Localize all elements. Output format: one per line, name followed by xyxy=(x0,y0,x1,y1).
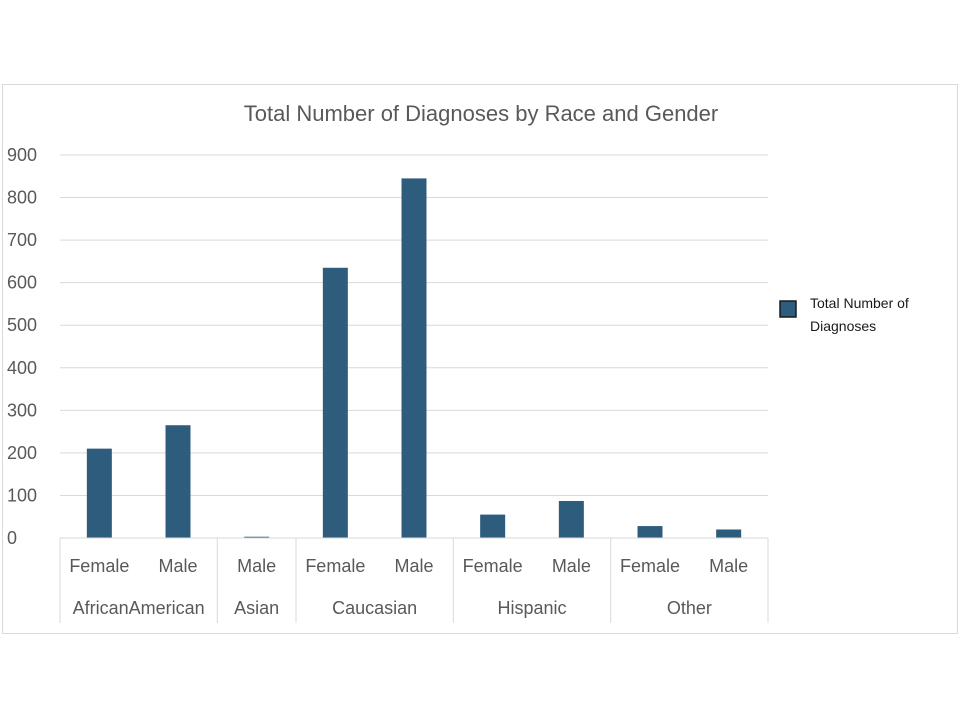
bar xyxy=(86,448,112,538)
legend: Total Number of Diagnoses xyxy=(779,295,909,334)
y-tick-label: 900 xyxy=(7,145,37,165)
bar xyxy=(558,500,584,538)
legend-label: Total Number of xyxy=(810,295,909,311)
legend-label-line2: Diagnoses xyxy=(810,318,876,334)
x-group-label: Hispanic xyxy=(497,598,566,618)
x-group-label: Asian xyxy=(234,598,279,618)
bar xyxy=(165,425,191,538)
x-tick-label: Female xyxy=(620,556,680,576)
x-tick-label: Female xyxy=(305,556,365,576)
bars xyxy=(86,178,742,538)
y-tick-label: 300 xyxy=(7,400,37,420)
x-tick-label: Male xyxy=(158,556,197,576)
x-axis: Female Male Male Female Male Female Male Female… xyxy=(59,537,769,623)
y-tick-label: 700 xyxy=(7,230,37,250)
y-tick-label: 0 xyxy=(7,528,17,548)
x-tick-label: Male xyxy=(237,556,276,576)
legend-swatch xyxy=(779,300,797,318)
chart-frame: Total Number of Diagnoses by Race and Ge… xyxy=(2,84,958,634)
x-tick-label: Female xyxy=(463,556,523,576)
chart-title: Total Number of Diagnoses by Race and Ge… xyxy=(244,101,718,126)
x-tick-label: Female xyxy=(69,556,129,576)
y-tick-label: 100 xyxy=(7,485,37,505)
x-tick-label: Male xyxy=(709,556,748,576)
x-group-label: AfricanAmerican xyxy=(73,598,205,618)
y-tick-label: 500 xyxy=(7,315,37,335)
x-tick-label: Male xyxy=(552,556,591,576)
bar xyxy=(716,529,742,538)
bar xyxy=(244,536,270,538)
y-tick-label: 400 xyxy=(7,358,37,378)
x-tick-label: Male xyxy=(394,556,433,576)
y-tick-label: 800 xyxy=(7,188,37,208)
y-axis-ticks: 0 100 200 300 400 500 600 700 800 900 xyxy=(7,145,37,548)
x-group-label: Caucasian xyxy=(332,598,417,618)
bar xyxy=(401,178,427,538)
bar xyxy=(480,514,506,538)
bar xyxy=(322,267,348,538)
bar xyxy=(637,526,663,538)
x-group-label: Other xyxy=(667,598,712,618)
y-tick-label: 600 xyxy=(7,273,37,293)
y-tick-label: 200 xyxy=(7,443,37,463)
chart-svg: Total Number of Diagnoses by Race and Ge… xyxy=(7,101,909,623)
